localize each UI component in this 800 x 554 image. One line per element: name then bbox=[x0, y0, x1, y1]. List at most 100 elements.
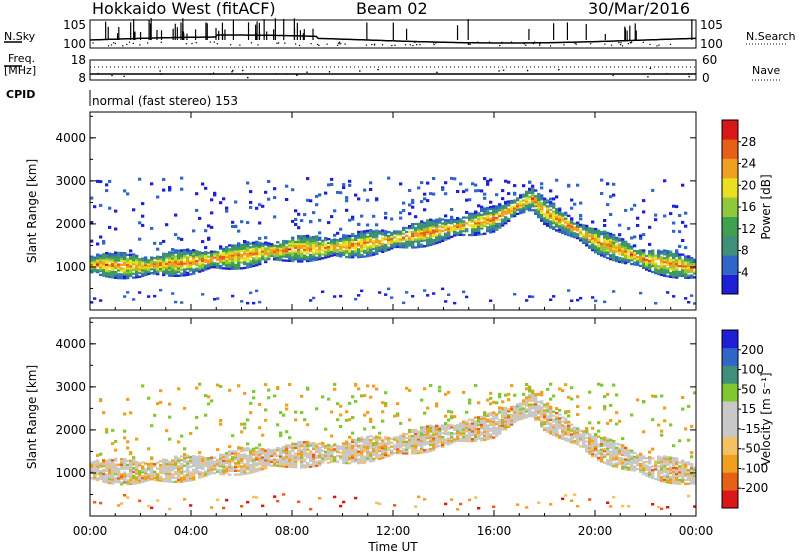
velocity-cell bbox=[255, 464, 259, 467]
velocity-scatter bbox=[282, 413, 286, 417]
velocity-cell bbox=[438, 433, 442, 436]
velocity-cell bbox=[147, 472, 151, 476]
power-cell bbox=[123, 277, 127, 280]
velocity-cell bbox=[231, 456, 235, 459]
velocity-cell bbox=[513, 417, 517, 420]
velocity-cell bbox=[249, 460, 253, 463]
velocity-cell bbox=[564, 429, 568, 432]
power-cell bbox=[276, 258, 280, 261]
power-near-range bbox=[603, 300, 607, 304]
velocity-cell bbox=[168, 468, 172, 472]
power-cell bbox=[303, 244, 307, 247]
velocity-cell bbox=[105, 473, 109, 476]
velocity-cell bbox=[291, 448, 295, 451]
velocity-cell bbox=[294, 458, 298, 461]
power-cell bbox=[453, 234, 457, 237]
velocity-cell bbox=[606, 441, 610, 444]
velocity-cell bbox=[471, 420, 475, 423]
velocity-cell bbox=[270, 449, 274, 452]
power-scatter bbox=[201, 182, 205, 186]
power-cell bbox=[108, 258, 112, 261]
velocity-cell bbox=[543, 428, 547, 432]
power-cell bbox=[522, 207, 526, 210]
power-cell bbox=[468, 214, 472, 217]
power-cell bbox=[339, 251, 343, 254]
velocity-cell bbox=[468, 439, 472, 443]
power-cell bbox=[426, 221, 430, 224]
power-cell bbox=[111, 266, 115, 269]
velocity-cell bbox=[183, 454, 187, 458]
power-cell bbox=[177, 259, 181, 262]
velocity-cell bbox=[243, 467, 247, 470]
velocity-cell bbox=[483, 430, 487, 434]
power-cell bbox=[600, 244, 604, 247]
velocity-cell bbox=[528, 405, 532, 408]
power-cell bbox=[288, 253, 292, 257]
velocity-cell bbox=[306, 462, 310, 465]
power-cell bbox=[582, 237, 586, 241]
velocity-cell bbox=[219, 457, 223, 460]
velocity-near-range bbox=[126, 496, 130, 499]
velocity-scatter bbox=[267, 396, 271, 400]
nsearch-ytick-bottom: 100 bbox=[700, 37, 723, 51]
power-cell bbox=[444, 236, 448, 239]
power-cell bbox=[525, 198, 529, 201]
power-cell bbox=[168, 274, 172, 277]
velocity-cell bbox=[480, 431, 484, 434]
velocity-scatter bbox=[489, 402, 493, 406]
power-cell bbox=[180, 260, 184, 264]
power-cell bbox=[354, 254, 358, 257]
velocity-cell bbox=[195, 467, 199, 471]
power-cell bbox=[129, 263, 133, 266]
velocity-cell bbox=[459, 439, 463, 442]
power-cell bbox=[399, 244, 403, 247]
velocity-cell bbox=[243, 453, 247, 456]
velocity-cell bbox=[450, 424, 454, 427]
power-cell bbox=[366, 252, 370, 256]
velocity-cell bbox=[432, 448, 436, 452]
power-cell bbox=[537, 194, 541, 198]
velocity-cell bbox=[393, 451, 397, 455]
velocity-scatter bbox=[366, 410, 370, 414]
power-scatter bbox=[342, 186, 346, 190]
velocity-cell bbox=[615, 458, 619, 461]
velocity-cell bbox=[105, 465, 109, 468]
velocity-cell bbox=[222, 461, 226, 464]
power-cell bbox=[690, 262, 694, 266]
velocity-cell bbox=[261, 466, 265, 469]
power-cell bbox=[633, 257, 637, 260]
power-cell bbox=[240, 249, 244, 252]
velocity-cell bbox=[552, 431, 556, 435]
power-cell bbox=[234, 246, 238, 249]
velocity-cell bbox=[579, 439, 583, 442]
power-cell bbox=[384, 247, 388, 250]
power-cell bbox=[345, 252, 349, 255]
power-cell bbox=[609, 236, 613, 239]
velocity-cell bbox=[207, 469, 211, 472]
power-cell bbox=[348, 242, 352, 245]
nsearch-point bbox=[525, 44, 527, 46]
velocity-cell bbox=[555, 427, 559, 430]
velocity-cell bbox=[132, 459, 136, 462]
power-scatter bbox=[132, 208, 136, 212]
power-cell bbox=[621, 261, 625, 264]
power-cell bbox=[183, 254, 187, 258]
power-cell bbox=[516, 212, 520, 215]
power-cell bbox=[654, 254, 658, 257]
velocity-cell bbox=[279, 463, 283, 466]
velocity-cell bbox=[489, 429, 493, 432]
power-cell bbox=[486, 210, 490, 213]
nsearch-point bbox=[656, 45, 658, 47]
velocity-cell bbox=[666, 475, 670, 478]
nsearch-point bbox=[195, 41, 197, 44]
power-cell bbox=[483, 222, 487, 226]
velocity-cell bbox=[429, 447, 433, 451]
power-cell bbox=[144, 269, 148, 273]
power-cell bbox=[618, 245, 622, 248]
velocity-cell bbox=[387, 439, 391, 442]
nsearch-point bbox=[532, 42, 535, 45]
velocity-cell bbox=[258, 457, 262, 460]
power-cell bbox=[213, 252, 217, 255]
velocity-cell bbox=[666, 458, 670, 461]
power-cell bbox=[582, 241, 586, 244]
